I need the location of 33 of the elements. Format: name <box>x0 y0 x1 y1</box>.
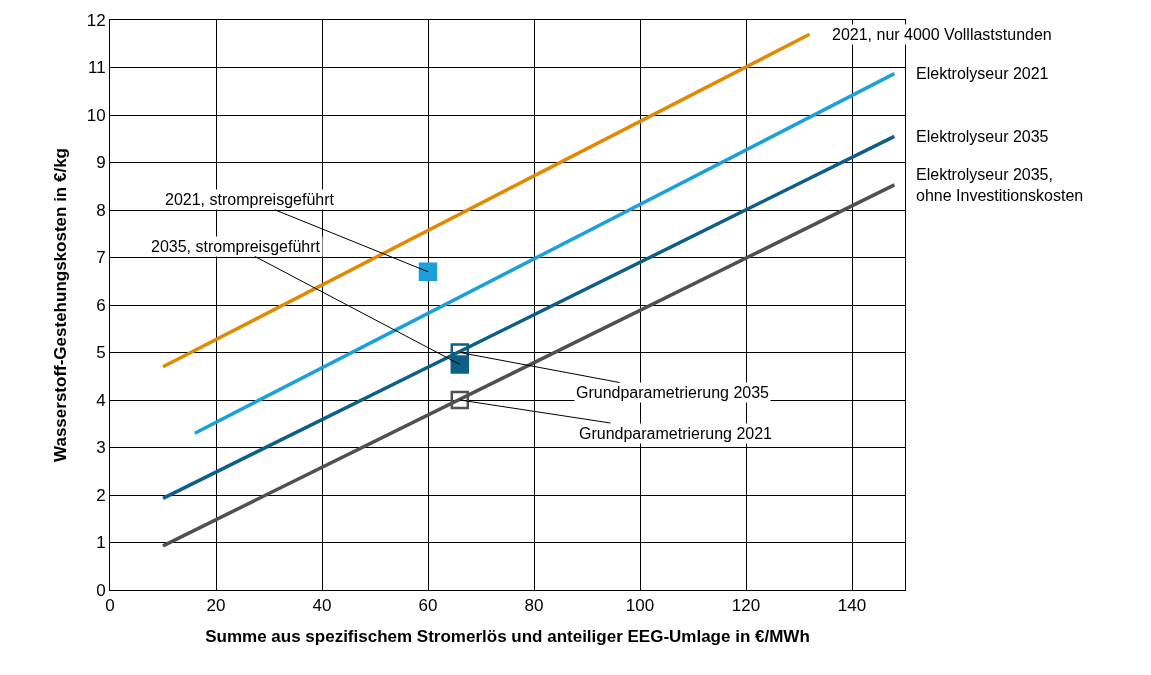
series-label: Elektrolyseur 2035 <box>916 128 1049 145</box>
text: Grundparametrierung 2035 <box>576 384 770 401</box>
y-tick-label: 1 <box>96 533 106 553</box>
y-tick-label: 3 <box>96 438 106 458</box>
series-label: Elektrolyseur 2021 <box>916 65 1049 82</box>
x-tick-label: 40 <box>312 596 332 616</box>
point <box>418 262 438 281</box>
x-tick-label: 100 <box>625 596 655 616</box>
y-tick-label: 4 <box>96 390 106 410</box>
y-tick-label: 6 <box>96 295 106 315</box>
y-tick-label: 8 <box>96 200 106 220</box>
x-axis-title: Summe aus spezifischem Stromerlös und anteiliger EEG-Umlage in €/MWh <box>205 626 810 646</box>
x-tick-label: 120 <box>731 596 761 616</box>
y-axis-title: Wasserstoff-Gestehungskosten in €/kg <box>51 148 71 462</box>
series-label: 2021, nur 4000 Volllaststunden <box>832 26 1052 43</box>
x-tick-label: 140 <box>837 596 867 616</box>
series-label: Elektrolyseur 2035, ohne Investitionskosten <box>916 166 1084 204</box>
x-tick-label: 20 <box>206 596 226 616</box>
text: 2035, strompreisgeführt <box>151 238 321 255</box>
y-tick-label: 5 <box>96 343 106 363</box>
y-tick-label: 11 <box>87 58 106 78</box>
point <box>450 390 470 410</box>
text: 2021, strompreisgeführt <box>165 191 335 208</box>
y-tick-label: 0 <box>96 580 106 600</box>
text: Grundparametrierung 2021 <box>579 425 773 442</box>
y-tick-label: 7 <box>96 248 106 268</box>
y-tick-label: 2 <box>96 485 106 505</box>
y-tick-label: 10 <box>86 105 106 125</box>
point <box>450 343 470 362</box>
x-tick-label: 80 <box>524 596 544 616</box>
y-tick-label: 9 <box>96 153 106 173</box>
x-tick-label: 60 <box>418 596 438 616</box>
y-tick-label: 12 <box>86 10 106 30</box>
